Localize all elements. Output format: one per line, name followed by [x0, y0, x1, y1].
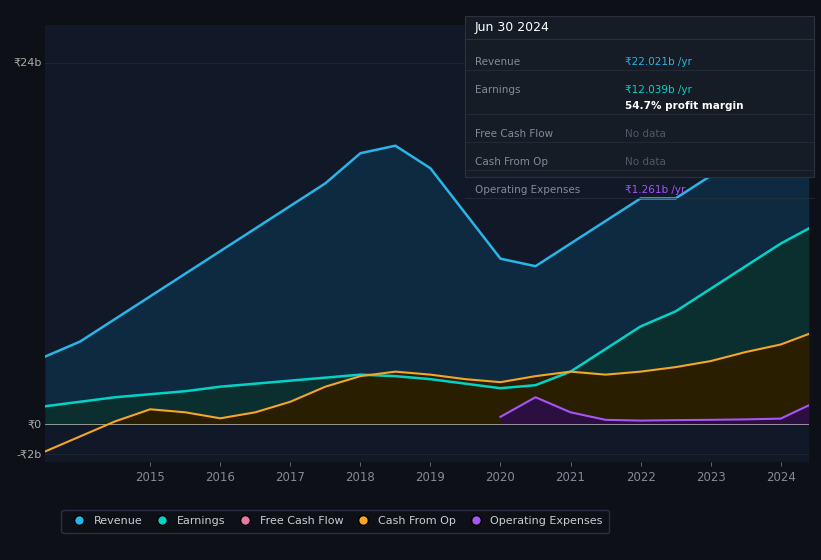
Text: ₹12.039b /yr: ₹12.039b /yr: [625, 85, 691, 95]
Text: Earnings: Earnings: [475, 85, 520, 95]
Text: ₹22.021b /yr: ₹22.021b /yr: [625, 57, 691, 67]
Text: Free Cash Flow: Free Cash Flow: [475, 129, 553, 139]
Text: -₹2b: -₹2b: [16, 450, 41, 459]
Text: 54.7% profit margin: 54.7% profit margin: [625, 100, 743, 110]
Legend: Revenue, Earnings, Free Cash Flow, Cash From Op, Operating Expenses: Revenue, Earnings, Free Cash Flow, Cash …: [62, 510, 609, 533]
Text: Jun 30 2024: Jun 30 2024: [475, 21, 549, 35]
Text: Cash From Op: Cash From Op: [475, 157, 548, 167]
Text: ₹1.261b /yr: ₹1.261b /yr: [625, 185, 686, 195]
Text: Operating Expenses: Operating Expenses: [475, 185, 580, 195]
Text: ₹24b: ₹24b: [13, 58, 41, 68]
Text: ₹0: ₹0: [27, 419, 41, 430]
Text: No data: No data: [625, 157, 666, 167]
Text: Revenue: Revenue: [475, 57, 520, 67]
Text: No data: No data: [625, 129, 666, 139]
